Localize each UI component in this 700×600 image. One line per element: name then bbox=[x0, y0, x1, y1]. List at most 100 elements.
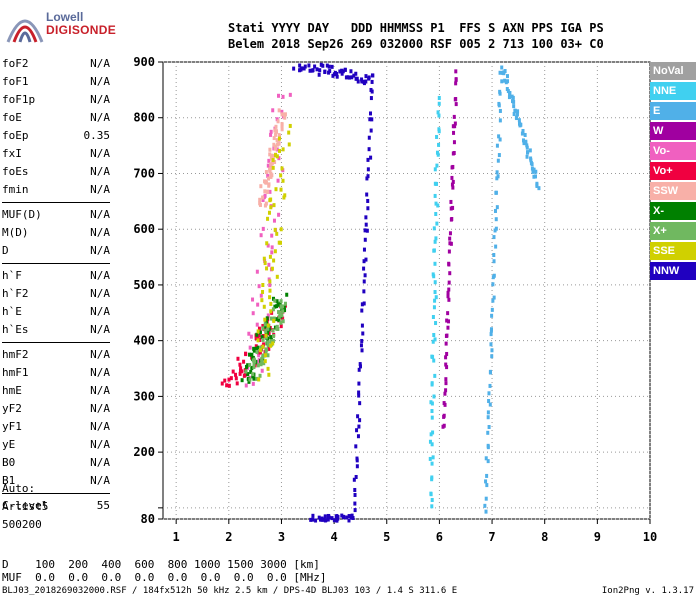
echo-point bbox=[335, 74, 339, 79]
echo-point bbox=[358, 364, 362, 369]
param-label: yF1 bbox=[2, 420, 22, 433]
echo-point bbox=[261, 226, 265, 231]
echo-point bbox=[534, 174, 538, 179]
echo-point bbox=[366, 198, 370, 203]
echo-point bbox=[452, 114, 456, 119]
param-label: h`E bbox=[2, 305, 22, 318]
echo-point bbox=[492, 295, 496, 300]
echo-point bbox=[261, 289, 265, 294]
param-label: D bbox=[2, 244, 9, 257]
x-tick-label: 1 bbox=[173, 530, 180, 544]
legend-entry: X+ bbox=[650, 222, 696, 240]
param-separator bbox=[2, 342, 110, 343]
echo-point bbox=[264, 333, 268, 338]
echo-point bbox=[229, 376, 233, 381]
echo-point bbox=[360, 338, 364, 343]
echo-point bbox=[451, 185, 455, 190]
echo-point bbox=[246, 376, 250, 381]
param-row: fxI N/A bbox=[2, 145, 110, 163]
echo-point bbox=[283, 301, 287, 306]
param-row: hmE N/A bbox=[2, 382, 110, 400]
echo-point bbox=[520, 131, 524, 136]
echo-point bbox=[327, 515, 331, 520]
param-row: foF1p N/A bbox=[2, 91, 110, 109]
param-label: h`F bbox=[2, 269, 22, 282]
echo-point bbox=[368, 117, 372, 122]
echo-point bbox=[261, 282, 265, 287]
echo-point bbox=[258, 197, 262, 202]
param-row: h`F N/A bbox=[2, 267, 110, 285]
echo-point bbox=[442, 401, 446, 406]
echo-point bbox=[511, 95, 515, 100]
echo-point bbox=[364, 257, 368, 262]
echo-point bbox=[535, 183, 539, 188]
echo-point bbox=[313, 64, 317, 69]
param-value: N/A bbox=[90, 244, 110, 257]
echo-point bbox=[346, 75, 350, 80]
echo-point bbox=[360, 79, 364, 84]
echo-point bbox=[263, 258, 267, 263]
echo-point bbox=[271, 307, 275, 312]
echo-point bbox=[370, 117, 374, 122]
param-value: N/A bbox=[90, 323, 110, 336]
echo-point bbox=[275, 231, 279, 236]
echo-point bbox=[281, 94, 285, 99]
echo-point bbox=[452, 150, 456, 155]
echo-point bbox=[281, 309, 285, 314]
echo-point bbox=[486, 430, 490, 435]
param-row: fmin N/A bbox=[2, 181, 110, 199]
echo-point bbox=[280, 127, 284, 132]
echo-point bbox=[269, 339, 273, 344]
echo-point bbox=[262, 256, 266, 261]
echo-point bbox=[437, 113, 441, 118]
echo-point bbox=[274, 153, 278, 158]
echo-point bbox=[446, 311, 450, 316]
echo-point bbox=[428, 456, 432, 461]
echo-point bbox=[261, 198, 265, 203]
file-info-footer: BLJ03_2018269032000.RSF / 184fx512h 50 k… bbox=[2, 586, 458, 596]
echo-point bbox=[430, 415, 434, 420]
echo-point bbox=[354, 71, 358, 76]
echo-point bbox=[279, 187, 283, 192]
param-value: N/A bbox=[90, 93, 110, 106]
echo-point bbox=[264, 329, 268, 334]
legend-entry: SSW bbox=[650, 182, 696, 200]
echo-point bbox=[275, 147, 279, 152]
echo-point bbox=[433, 261, 437, 266]
echo-point bbox=[521, 128, 525, 133]
echo-point bbox=[444, 341, 448, 346]
echo-point bbox=[363, 228, 367, 233]
echo-point bbox=[268, 198, 272, 203]
param-label: foE bbox=[2, 111, 22, 124]
echo-point bbox=[433, 290, 437, 295]
echo-point bbox=[433, 280, 437, 285]
echo-point bbox=[502, 71, 506, 76]
param-row: h`Es N/A bbox=[2, 321, 110, 339]
param-row: h`F2 N/A bbox=[2, 285, 110, 303]
echo-point bbox=[242, 359, 246, 364]
echo-point bbox=[356, 414, 360, 419]
echo-point bbox=[529, 158, 533, 163]
echo-point bbox=[485, 473, 489, 478]
echo-point bbox=[331, 73, 335, 78]
echo-point bbox=[524, 139, 528, 144]
echo-point bbox=[269, 156, 273, 161]
echo-point bbox=[227, 377, 231, 382]
echo-point bbox=[268, 283, 272, 288]
echo-point bbox=[319, 62, 323, 67]
echo-point bbox=[242, 373, 246, 378]
param-label: fxI bbox=[2, 147, 22, 160]
echo-point bbox=[267, 158, 271, 163]
echo-point bbox=[258, 350, 262, 355]
echo-point bbox=[442, 413, 446, 418]
echo-point bbox=[498, 108, 502, 113]
echo-point bbox=[274, 124, 278, 129]
legend-entry: Vo- bbox=[650, 142, 696, 160]
echo-point bbox=[261, 323, 265, 328]
echo-point bbox=[489, 327, 493, 332]
echo-point bbox=[453, 121, 457, 126]
echo-point bbox=[271, 165, 275, 170]
echo-point bbox=[451, 205, 455, 210]
echo-point bbox=[273, 227, 277, 232]
echo-point bbox=[364, 215, 368, 220]
